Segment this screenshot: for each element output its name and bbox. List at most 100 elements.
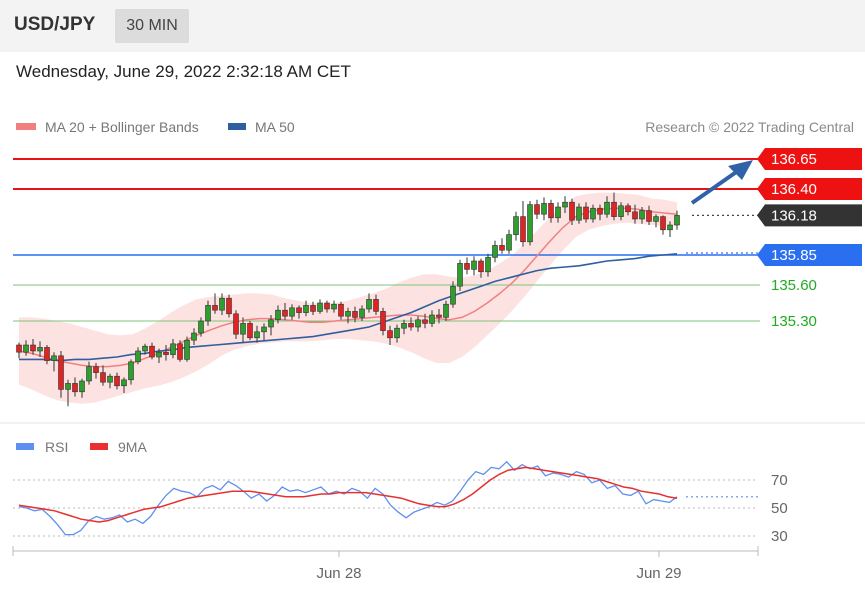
candle-body [114, 375, 120, 387]
candle [520, 201, 526, 247]
candle [576, 203, 582, 224]
candle-body [37, 347, 43, 352]
candle-body [219, 297, 225, 311]
candle [366, 293, 372, 313]
candle [170, 339, 176, 359]
candle-body [128, 361, 134, 381]
candle [380, 307, 386, 336]
candle-body [548, 203, 554, 219]
rsi-legend-swatch [16, 443, 34, 450]
rsi-ma-line [18, 466, 678, 523]
candle [436, 309, 442, 324]
candle [506, 229, 512, 254]
candle [527, 201, 533, 246]
candle-body [72, 383, 78, 393]
candle [226, 294, 232, 318]
candle [65, 379, 71, 407]
candle-body [296, 307, 302, 313]
candle-body [86, 366, 92, 382]
rsi-axis-label: 50 [771, 500, 788, 517]
candle-body [562, 201, 568, 208]
candle [569, 198, 575, 225]
candle-body [653, 216, 659, 222]
ma50-legend-swatch [228, 123, 246, 130]
candle-body [429, 314, 435, 324]
candle [149, 342, 155, 360]
resistance-2-tag-label: 136.65 [771, 151, 817, 168]
candle-body [177, 343, 183, 360]
candle-body [261, 326, 267, 333]
candle [450, 281, 456, 308]
candle-body [450, 285, 456, 305]
candle-body [233, 313, 239, 335]
candle-body [674, 215, 680, 226]
candle [674, 210, 680, 230]
candle [555, 202, 561, 223]
candle-body [338, 303, 344, 317]
candle-body [569, 201, 575, 221]
candle [142, 343, 148, 355]
candle [219, 293, 225, 315]
candle [184, 336, 190, 362]
candle-body [534, 204, 540, 215]
candle-body [506, 234, 512, 251]
pivot-tag-bg [757, 244, 862, 266]
candle-body [44, 347, 50, 361]
candle-body [625, 205, 631, 213]
candle [401, 319, 407, 335]
candle [296, 305, 302, 319]
candle-body [590, 207, 596, 220]
candle-body [16, 344, 22, 353]
candle [534, 199, 540, 219]
candle [198, 317, 204, 337]
candle-body [513, 216, 519, 235]
candle-body [667, 224, 673, 231]
candle [191, 328, 197, 345]
candle [660, 215, 666, 235]
candle [415, 316, 421, 332]
candle [163, 345, 169, 361]
candle [443, 300, 449, 321]
candle [345, 307, 351, 324]
candle [387, 325, 393, 345]
candle-body [170, 343, 176, 355]
candle [86, 361, 92, 385]
interval-button[interactable]: 30 MIN [115, 9, 189, 43]
candle-body [457, 263, 463, 287]
candle [331, 300, 337, 313]
candle [667, 221, 673, 237]
candle-body [394, 327, 400, 339]
candle-body [478, 260, 484, 273]
candle-body [611, 201, 617, 217]
target-arrow-head [728, 160, 753, 180]
candle-body [583, 206, 589, 220]
candle-body [366, 299, 372, 310]
candles-layer [16, 192, 680, 407]
candle-body [492, 245, 498, 258]
candle [121, 377, 127, 393]
candle-body [324, 302, 330, 310]
bollinger-band-layer [19, 192, 677, 404]
rsi-ma-legend-label: 9MA [118, 439, 147, 455]
candle-body [541, 203, 547, 215]
candle [37, 341, 43, 357]
candle [422, 313, 428, 329]
candle [541, 197, 547, 221]
candle [289, 304, 295, 320]
candle [254, 325, 260, 343]
candle-body [527, 204, 533, 243]
candle-body [646, 210, 652, 222]
support-1-tag-label: 135.60 [771, 277, 817, 294]
candle [457, 259, 463, 291]
candle [128, 359, 134, 385]
target-arrow-line [690, 166, 744, 205]
candle [429, 310, 435, 327]
candle [597, 204, 603, 221]
candle [499, 238, 505, 254]
candle-body [401, 323, 407, 329]
timestamp: Wednesday, June 29, 2022 2:32:18 AM CET [16, 62, 351, 81]
credit-text: Research © 2022 Trading Central [645, 119, 854, 135]
candle [394, 324, 400, 343]
candle-body [142, 345, 148, 352]
